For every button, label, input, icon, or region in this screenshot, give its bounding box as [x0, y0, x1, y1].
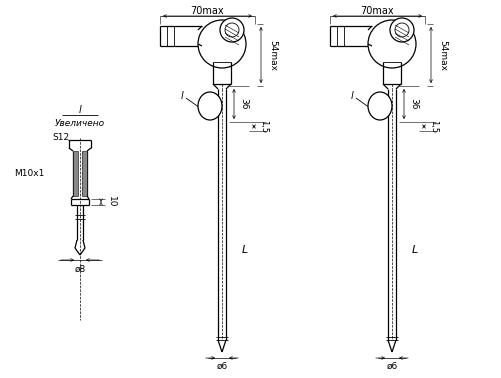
Text: S12: S12 [53, 133, 70, 141]
Text: 1,5: 1,5 [429, 120, 438, 133]
Text: M10x1: M10x1 [15, 169, 45, 178]
Text: Увеличено: Увеличено [55, 118, 105, 127]
Text: 36: 36 [239, 98, 248, 110]
Text: 54max: 54max [438, 39, 447, 71]
Circle shape [225, 23, 239, 37]
Circle shape [390, 18, 414, 42]
Text: 36: 36 [409, 98, 418, 110]
Text: l: l [181, 91, 183, 101]
Text: 70max: 70max [191, 6, 224, 16]
Text: l: l [351, 91, 353, 101]
Text: 54max: 54max [269, 39, 278, 71]
Ellipse shape [368, 92, 392, 120]
Ellipse shape [198, 92, 222, 120]
Bar [73, 151, 78, 196]
Text: 10: 10 [107, 196, 116, 208]
Text: L: L [242, 245, 248, 255]
Text: L: L [412, 245, 418, 255]
Circle shape [198, 20, 246, 68]
Text: ø6: ø6 [386, 361, 398, 370]
Text: ø6: ø6 [216, 361, 227, 370]
Text: ø8: ø8 [74, 265, 86, 274]
Bar [82, 151, 87, 196]
Circle shape [368, 20, 416, 68]
Text: l: l [79, 105, 81, 115]
Text: 70max: 70max [361, 6, 394, 16]
Text: 1,5: 1,5 [260, 120, 269, 133]
Circle shape [220, 18, 244, 42]
Circle shape [395, 23, 409, 37]
